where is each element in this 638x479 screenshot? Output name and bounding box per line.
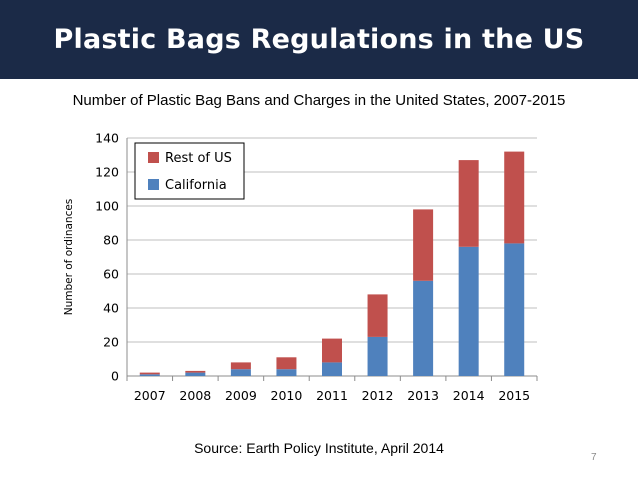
y-tick-label-100: 100	[95, 199, 119, 214]
bar-california-2013	[413, 280, 434, 376]
legend-label-california: California	[165, 178, 227, 193]
legend-label-rest-of-us: Rest of US	[165, 151, 232, 166]
bar-california-2014	[458, 246, 479, 376]
bar-rest-of-us-2008	[185, 370, 206, 373]
page-number: 7	[591, 452, 597, 463]
bar-california-2009	[230, 369, 251, 376]
x-tick-label-2007: 2007	[134, 388, 166, 403]
bar-california-2011	[322, 362, 342, 376]
bar-california-2010	[276, 369, 297, 376]
bar-california-2015	[504, 243, 525, 376]
bar-rest-of-us-2007	[139, 372, 160, 375]
x-tick-label-2008: 2008	[179, 388, 211, 403]
legend-swatch-california	[148, 179, 159, 190]
x-tick-label-2010: 2010	[271, 388, 303, 403]
y-tick-label-20: 20	[103, 335, 119, 350]
bar-california-2012	[367, 336, 388, 376]
bar-rest-of-us-2015	[504, 151, 525, 244]
x-tick-label-2009: 2009	[225, 388, 257, 403]
bar-rest-of-us-2011	[322, 338, 342, 363]
y-axis-title: Number of ordinances	[63, 199, 75, 316]
x-tick-label-2015: 2015	[498, 388, 530, 403]
bar-rest-of-us-2012	[367, 294, 388, 337]
bar-rest-of-us-2009	[230, 362, 251, 370]
legend-swatch-rest-of-us	[148, 152, 159, 163]
y-tick-label-40: 40	[103, 301, 119, 316]
y-tick-label-60: 60	[103, 267, 119, 282]
x-tick-label-2013: 2013	[407, 388, 439, 403]
x-tick-label-2014: 2014	[453, 388, 485, 403]
y-tick-label-120: 120	[95, 165, 119, 180]
bar-rest-of-us-2010	[276, 357, 297, 370]
bar-rest-of-us-2013	[413, 209, 434, 281]
y-tick-label-80: 80	[103, 233, 119, 248]
chart-title: Number of Plastic Bag Bans and Charges i…	[72, 92, 566, 109]
x-tick-label-2012: 2012	[362, 388, 394, 403]
y-tick-label-0: 0	[111, 369, 119, 384]
source-note: Source: Earth Policy Institute, April 20…	[194, 440, 444, 456]
y-tick-label-140: 140	[95, 131, 119, 146]
slide-title: Plastic Bags Regulations in the US	[53, 24, 585, 55]
bar-california-2008	[185, 372, 206, 376]
bar-rest-of-us-2014	[458, 160, 479, 247]
x-tick-label-2011: 2011	[316, 388, 348, 403]
bar-california-2007	[139, 374, 160, 376]
title-bar: Plastic Bags Regulations in the US	[0, 0, 638, 79]
